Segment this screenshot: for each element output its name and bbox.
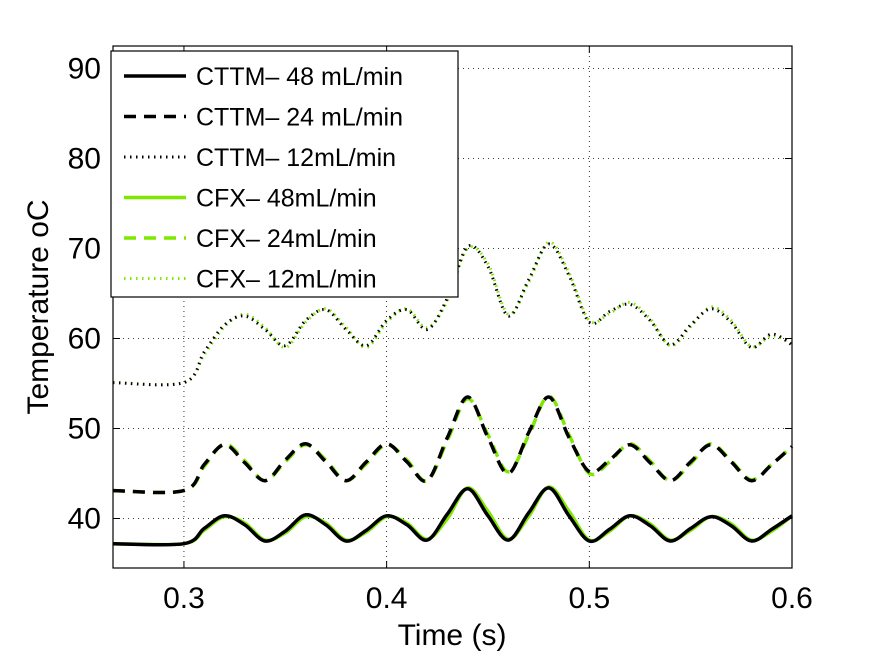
plot-frame: [112, 45, 793, 569]
legend-label: CFX– 24mL/min: [196, 225, 377, 253]
y-tick-label: 40: [68, 503, 101, 536]
y-tick-label: 80: [68, 143, 101, 176]
legend-label: CFX– 12mL/min: [196, 266, 377, 294]
x-tick-label: 0.5: [568, 582, 610, 615]
y-tick-label: 50: [68, 413, 101, 446]
legend-label: CFX– 48mL/min: [196, 185, 377, 213]
x-tick-label: 0.4: [366, 582, 408, 615]
x-tick-label: 0.6: [771, 582, 813, 615]
series-layer: [112, 240, 794, 547]
series-line-cttm-solid: [112, 486, 793, 547]
legend-label: CTTM– 48 mL/min: [196, 63, 403, 91]
legend-label: CTTM– 24 mL/min: [196, 104, 403, 132]
x-axis-label: Time (s): [398, 619, 507, 652]
series-line-cttm-dashed: [112, 395, 794, 495]
y-tick-label: 70: [68, 233, 101, 266]
y-tick-label: 90: [68, 53, 101, 86]
legend: CTTM– 48 mL/min CTTM– 24 mL/min CTTM– 12mL…: [110, 50, 459, 298]
x-tick-label: 0.3: [163, 582, 205, 615]
ticks: 0.3 0.4 0.5 0.6 40 50 60 70 80 90: [68, 46, 813, 615]
legend-box: [110, 50, 459, 298]
legend-label: CTTM– 12mL/min: [196, 144, 396, 172]
y-tick-label: 60: [68, 323, 101, 356]
y-axis-label: Temperature oC: [22, 199, 55, 414]
